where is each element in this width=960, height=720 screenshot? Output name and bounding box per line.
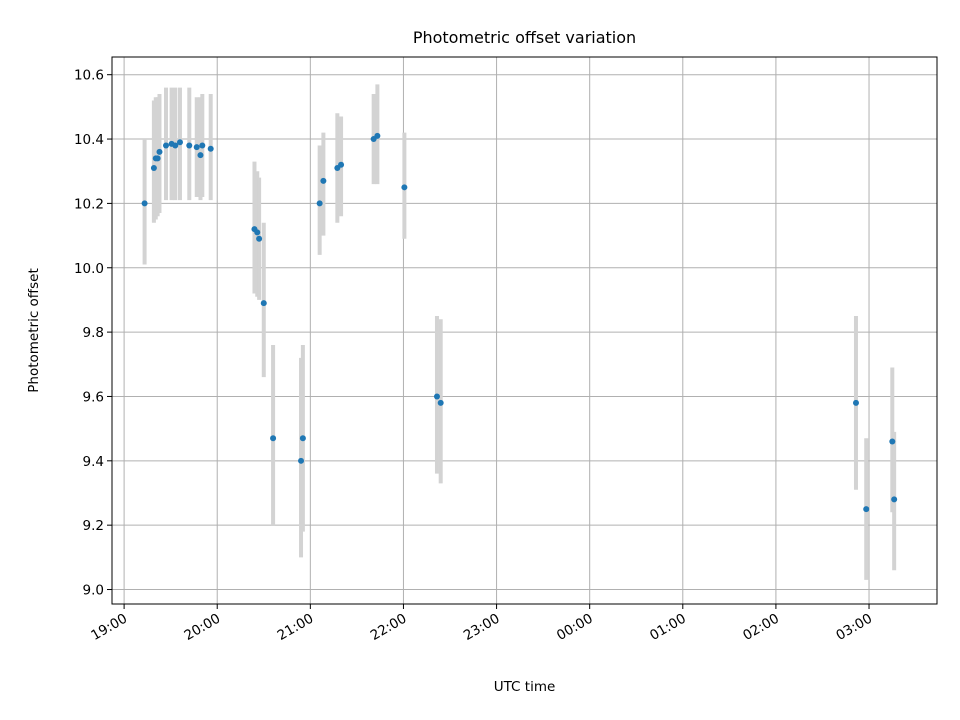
data-point bbox=[889, 438, 896, 445]
data-point bbox=[433, 393, 440, 400]
grid bbox=[112, 57, 937, 604]
data-point bbox=[197, 152, 204, 159]
y-tick-label: 9.6 bbox=[83, 389, 104, 405]
data-point bbox=[176, 139, 183, 146]
data-point bbox=[863, 506, 870, 513]
data-point bbox=[320, 177, 327, 184]
data-point bbox=[163, 142, 170, 149]
data-point bbox=[172, 142, 179, 149]
data-point bbox=[186, 142, 193, 149]
y-tick-label: 9.8 bbox=[83, 325, 104, 341]
data-point bbox=[207, 145, 214, 152]
y-axis-label: Photometric offset bbox=[26, 268, 42, 392]
data-point bbox=[401, 184, 408, 191]
data-point bbox=[852, 399, 859, 406]
x-axis-label: UTC time bbox=[494, 679, 556, 695]
data-point bbox=[260, 300, 267, 307]
data-point bbox=[199, 142, 206, 149]
data-point bbox=[270, 435, 277, 442]
y-tick-label: 10.2 bbox=[74, 196, 104, 212]
data-point bbox=[193, 144, 200, 151]
y-tick-label: 9.4 bbox=[83, 454, 104, 470]
data-point bbox=[150, 165, 157, 172]
data-point bbox=[298, 457, 305, 464]
data-point bbox=[338, 161, 345, 168]
plot-area bbox=[112, 57, 937, 604]
data-point bbox=[316, 200, 323, 207]
data-point bbox=[256, 235, 263, 242]
data-point bbox=[154, 155, 161, 162]
y-tick-label: 10.4 bbox=[74, 132, 104, 148]
y-tick-label: 10.6 bbox=[74, 68, 104, 84]
y-tick-label: 10.0 bbox=[74, 261, 104, 277]
data-point bbox=[437, 399, 444, 406]
data-point bbox=[156, 148, 163, 155]
y-tick-label: 9.0 bbox=[83, 583, 104, 599]
y-tick-label: 9.2 bbox=[83, 518, 104, 534]
plot-frame bbox=[111, 56, 938, 605]
chart-title: Photometric offset variation bbox=[413, 28, 636, 47]
data-point bbox=[299, 435, 306, 442]
data-point bbox=[141, 200, 148, 207]
data-point bbox=[891, 496, 898, 503]
data-points bbox=[141, 132, 898, 513]
y-axis-ticks: 9.0 9.2 9.4 9.6 9.8 10.0 10.2 10.4 10.6 bbox=[74, 68, 112, 599]
data-point bbox=[254, 229, 261, 236]
data-point bbox=[374, 132, 381, 139]
